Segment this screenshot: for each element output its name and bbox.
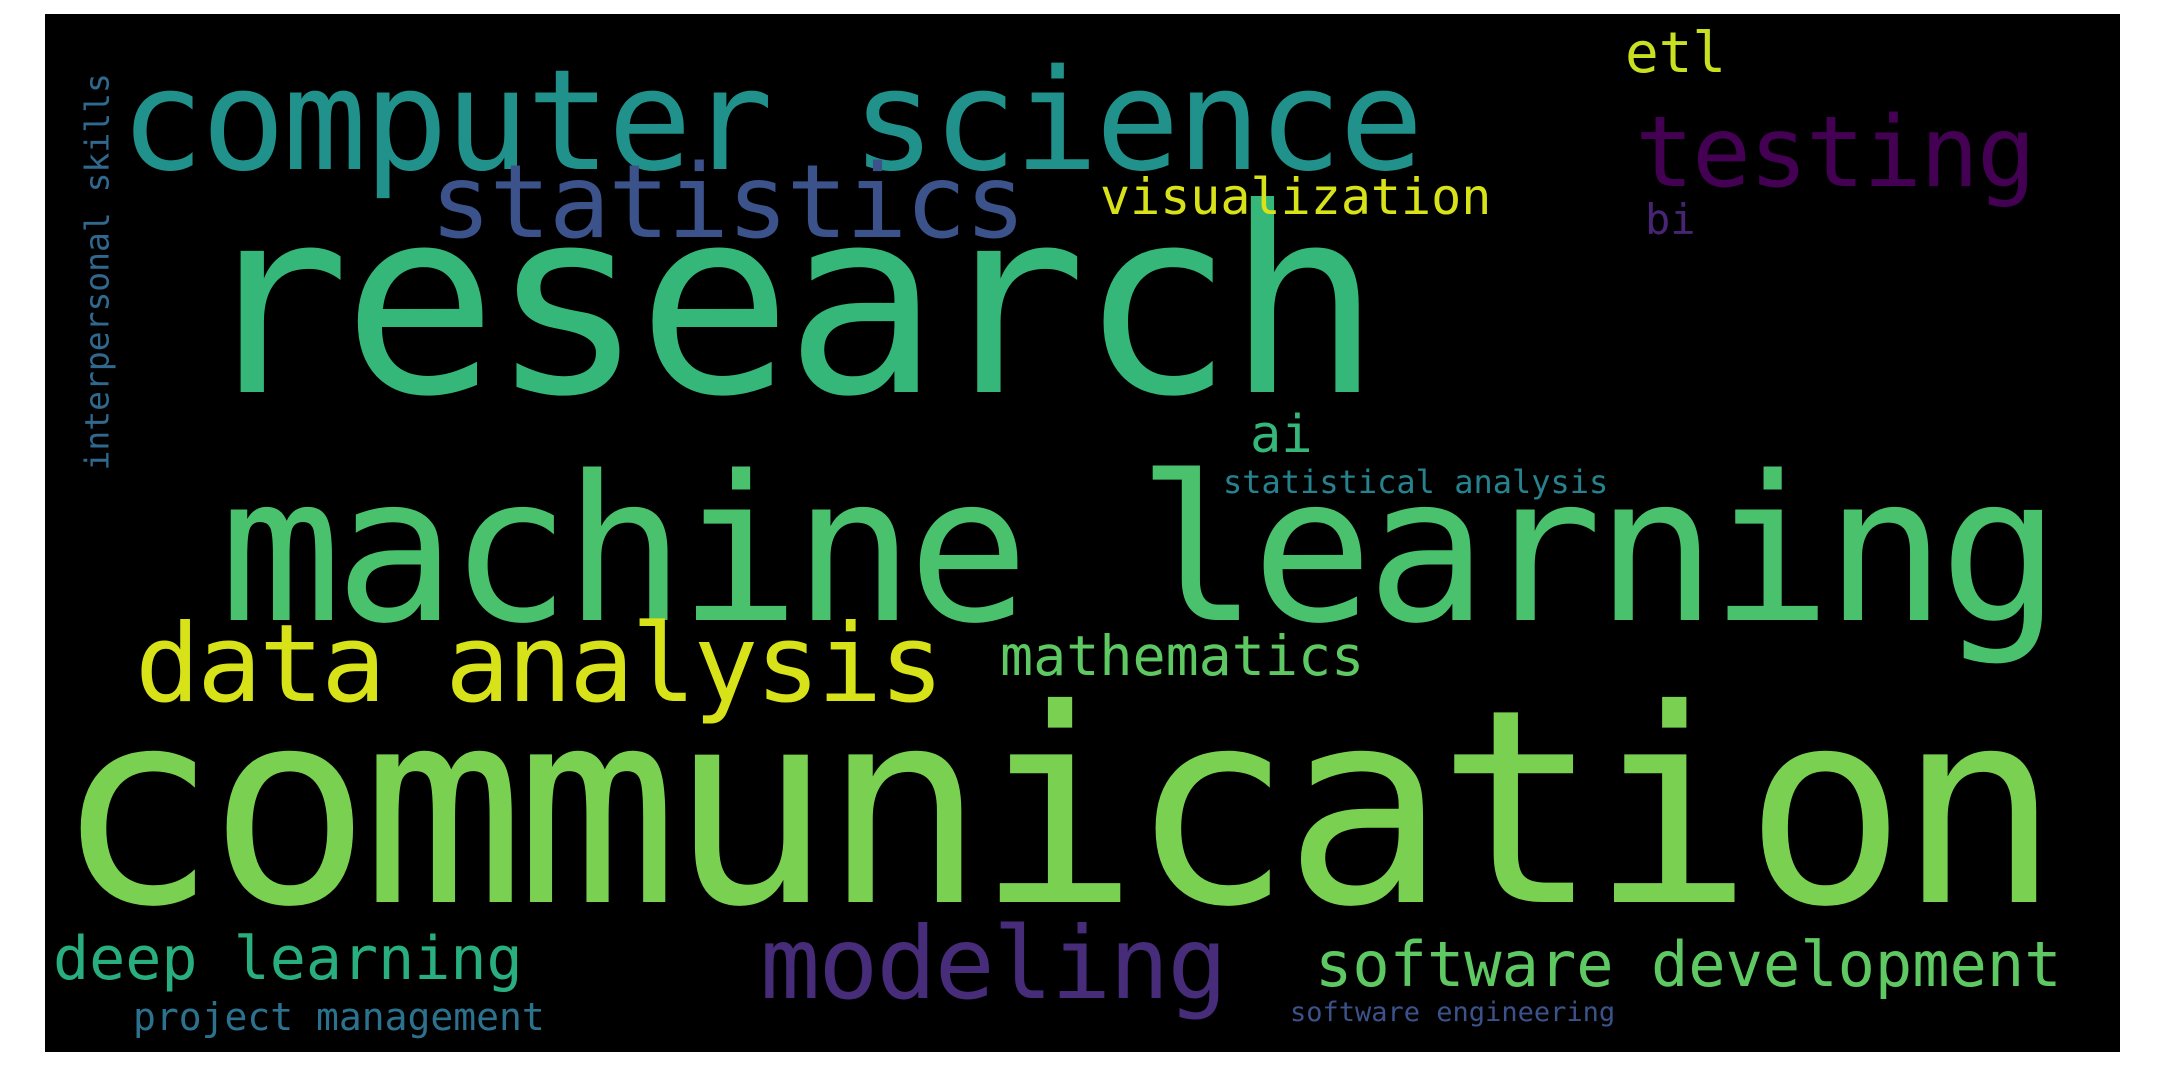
word-deep-learning: deep learning [53,924,523,994]
word-communication: communication [55,651,2060,966]
word-statistics: statistics [430,143,1026,262]
word-testing: testing [1635,96,2036,210]
word-ai: ai [1250,405,1313,465]
word-cloud: research communication machine learning … [45,14,2120,1052]
word-research: research [195,153,1382,453]
word-bi: bi [1645,195,1696,244]
word-modeling: modeling [760,905,1228,1022]
word-interpersonal-skills: interpersonal skills [77,73,117,471]
word-software-engineering: software engineering [1290,997,1616,1028]
word-etl: etl [1625,21,1727,86]
word-statistical-analysis: statistical analysis [1223,463,1609,501]
word-computer-science: computer science [120,40,1424,203]
word-visualization: visualization [1100,168,1492,226]
word-machine-learning: machine learning [220,432,2061,668]
word-mathematics: mathematics [1000,624,1365,688]
word-project-management: project management [133,995,545,1039]
word-software-development: software development [1315,928,2062,1001]
word-data-analysis: data analysis [135,602,944,727]
